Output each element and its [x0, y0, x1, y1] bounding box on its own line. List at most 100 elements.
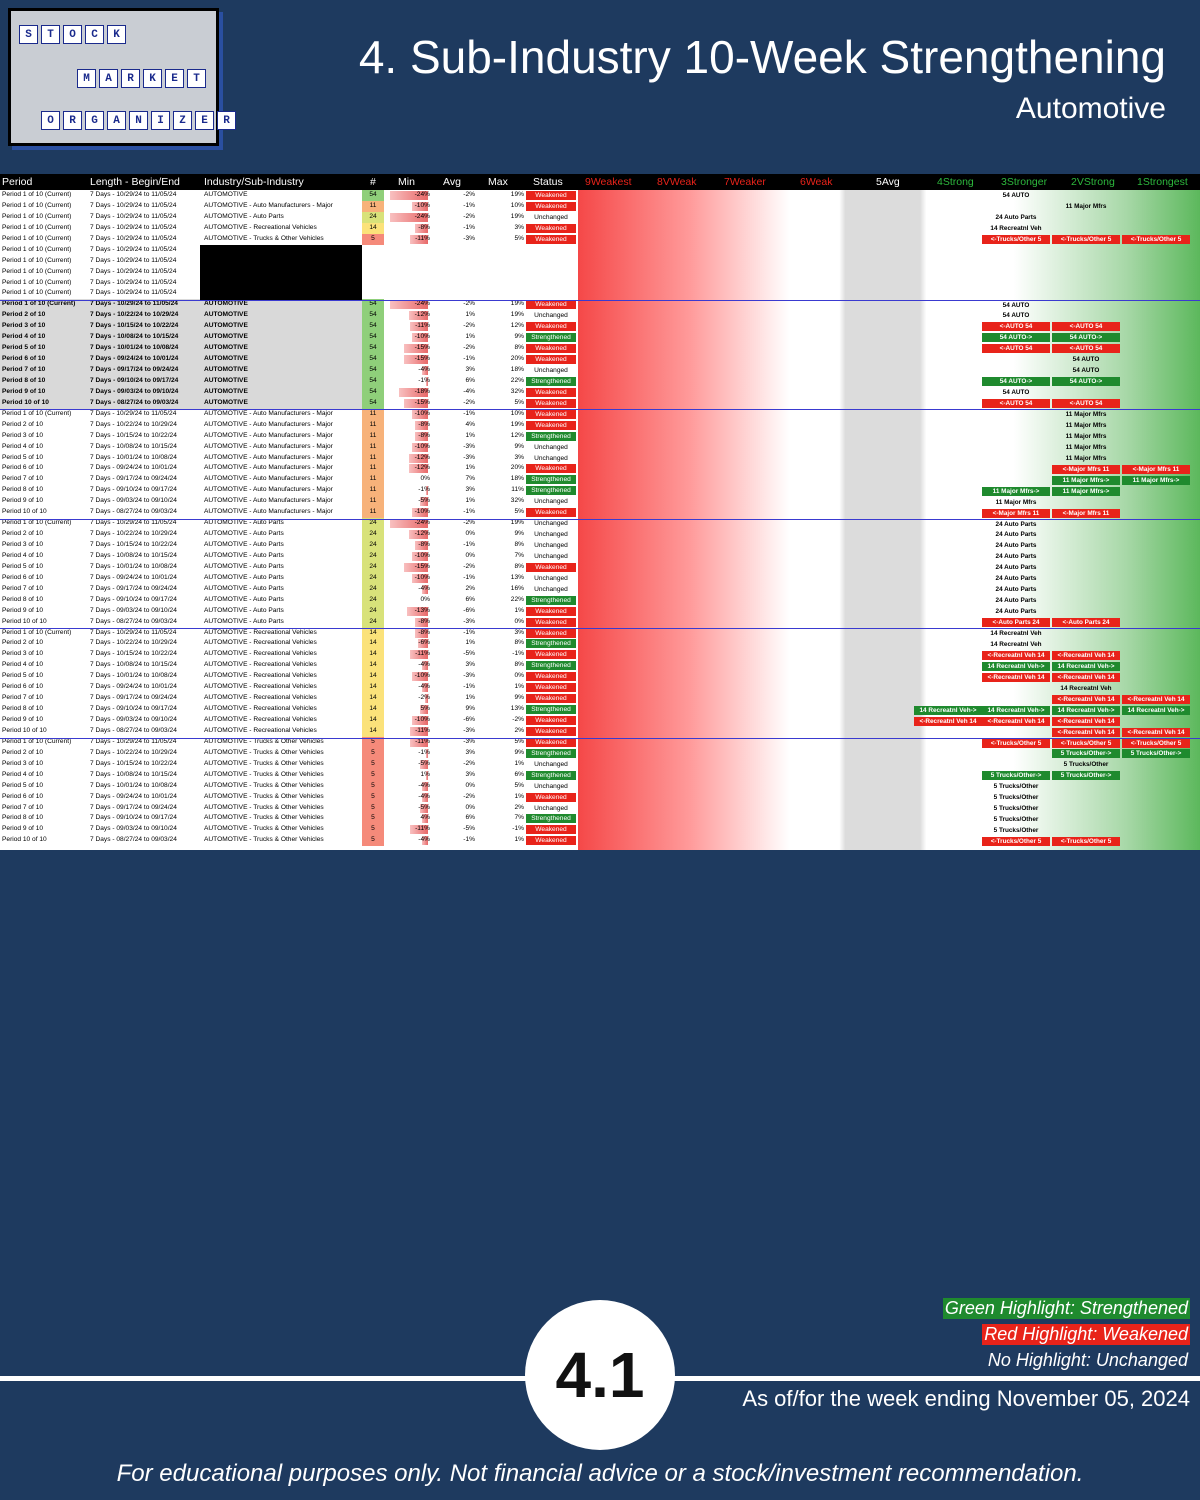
cell-ind: AUTOMOTIVE - Auto Parts	[204, 530, 284, 538]
cell-p: Period 9 of 10	[2, 716, 44, 723]
count-cell: 24	[362, 616, 384, 628]
cell-max: 7%	[514, 551, 524, 559]
cell-max: 8%	[514, 562, 524, 570]
cell-max: 19%	[510, 420, 524, 428]
stats-row: 24 -10% -1% 13% Unchanged	[362, 572, 578, 584]
cell-min: -15%	[414, 562, 430, 570]
cell-ind: AUTOMOTIVE - Trucks & Other Vehicles	[204, 770, 324, 778]
cell-p: Period 9 of 10	[2, 606, 44, 614]
legend-unchanged: No Highlight: Unchanged	[987, 1350, 1188, 1370]
stats-row: 14 -4% 3% 8% Strengthened	[362, 660, 578, 672]
cell-max: 22%	[510, 595, 524, 603]
strength-cell: 24 Auto Parts	[995, 520, 1037, 528]
status-badge: Weakened	[526, 683, 576, 693]
cell-avg: -3%	[463, 737, 475, 745]
cell-len: 7 Days - 10/29/24 to 11/05/24	[90, 267, 177, 275]
count-cell: 14	[362, 627, 384, 639]
group-separator	[0, 518, 1200, 520]
table-row: Period 5 of 10 7 Days - 10/01/24 to 10/08…	[0, 781, 362, 792]
strength-cell: 14 Recreatnl Veh->	[1052, 705, 1120, 715]
strength-cell: 24 Auto Parts	[995, 608, 1037, 616]
status-badge: Weakened	[526, 694, 576, 704]
min-bar	[415, 617, 428, 627]
cell-ind: AUTOMOTIVE	[204, 311, 248, 319]
cell-ind: AUTOMOTIVE - Auto Manufacturers - Major	[204, 497, 333, 505]
min-bar	[426, 376, 428, 386]
cell-ind: AUTOMOTIVE	[204, 322, 248, 330]
cell-avg: -1%	[463, 573, 475, 581]
cell-p: Period 1 of 10 (Current)	[2, 201, 72, 209]
cell-len: 7 Days - 08/27/24 to 09/03/24	[90, 617, 177, 625]
stats-row: 11 -10% -1% 5% Weakened	[362, 507, 578, 519]
status-badge: Weakened	[526, 628, 576, 638]
stats-row	[362, 255, 578, 267]
stats-row: 24 -8% -3% 0% Weakened	[362, 616, 578, 628]
cell-max: 19%	[510, 519, 524, 527]
cell-ind: AUTOMOTIVE - Recreational Vehicles	[204, 661, 317, 669]
logo-letter: A	[107, 111, 126, 130]
strength-cell: 14 Recreatnl Veh	[990, 224, 1042, 232]
stats-row: 54 -15% -2% 5% Weakened	[362, 397, 578, 409]
cell-avg: -6%	[463, 606, 475, 614]
stats-row: 11 0% 7% 18% Strengthened	[362, 474, 578, 486]
strength-cell: 11 Major Mfrs	[1065, 411, 1107, 418]
table-row: Period 1 of 10 (Current) 7 Days - 10/29/2…	[0, 190, 362, 201]
cell-min: -18%	[414, 387, 430, 395]
status-badge: Strengthened	[526, 770, 576, 780]
legend-strengthened: Green Highlight: Strengthened	[942, 1298, 1190, 1319]
cell-min: -11%	[415, 726, 430, 734]
cell-p: Period 1 of 10 (Current)	[2, 256, 72, 264]
cell-avg: -2%	[463, 562, 475, 570]
table-row: Period 5 of 10 7 Days - 10/01/24 to 10/08…	[0, 562, 362, 573]
cell-ind: AUTOMOTIVE - Trucks & Other Vehicles	[204, 836, 324, 844]
cell-min: -11%	[415, 650, 430, 658]
cell-min: -8%	[418, 617, 430, 625]
column-header: 5Avg	[876, 176, 900, 188]
cell-max: 8%	[514, 344, 524, 352]
cell-max: 3%	[514, 453, 524, 461]
strength-cell: 11 Major Mfrs	[1065, 454, 1107, 462]
logo-letter: R	[63, 111, 82, 130]
strength-cell: 14 Recreatnl Veh->	[914, 705, 982, 715]
stats-row: 5 -5% -2% 1% Unchanged	[362, 758, 578, 770]
strength-cell: 11 Major Mfrs->	[982, 486, 1050, 496]
min-bar	[408, 464, 428, 474]
cell-len: 7 Days - 10/22/24 to 10/29/24	[90, 311, 179, 319]
cell-avg: 6%	[465, 814, 475, 822]
cell-max: -2%	[512, 716, 524, 723]
cell-len: 7 Days - 10/29/24 to 11/05/24	[90, 245, 177, 253]
cell-p: Period 5 of 10	[2, 672, 44, 680]
stats-row: 54 -24% -2% 19% Weakened	[362, 299, 578, 311]
group-separator	[0, 737, 1200, 739]
cell-len: 7 Days - 09/10/24 to 09/17/24	[90, 486, 177, 494]
stats-row: 5 4% 6% 7% Strengthened	[362, 813, 578, 825]
cell-p: Period 5 of 10	[2, 781, 44, 789]
table-row: Period 7 of 10 7 Days - 09/17/24 to 09/24…	[0, 693, 362, 704]
cell-len: 7 Days - 09/03/24 to 09/10/24	[90, 606, 177, 614]
min-bar	[404, 562, 428, 572]
min-bar	[412, 551, 428, 561]
table-row: Period 5 of 10 7 Days - 10/01/24 to 10/08…	[0, 343, 362, 355]
strength-cell: <-AUTO 54	[982, 322, 1050, 332]
cell-avg: 6%	[465, 595, 475, 603]
cell-ind: AUTOMOTIVE	[204, 355, 248, 363]
cell-len: 7 Days - 09/17/24 to 09/24/24	[90, 584, 177, 592]
cell-min: 4%	[420, 814, 430, 822]
table-row: Period 6 of 10 7 Days - 09/24/24 to 10/01…	[0, 573, 362, 584]
cell-len: 7 Days - 10/15/24 to 10/22/24	[90, 759, 177, 767]
count-cell: 24	[362, 529, 384, 541]
cell-max: 1%	[514, 606, 524, 614]
table-row: Period 9 of 10 7 Days - 09/03/24 to 09/10…	[0, 386, 362, 398]
cell-avg: 3%	[465, 748, 475, 756]
status-badge: Unchanged	[534, 312, 568, 320]
cell-len: 7 Days - 10/01/24 to 10/08/24	[90, 781, 177, 789]
cell-p: Period 6 of 10	[2, 464, 44, 472]
cell-min: -5%	[418, 803, 430, 811]
cell-max: 16%	[510, 584, 524, 592]
count-cell: 5	[362, 802, 384, 814]
table-row: Period 9 of 10 7 Days - 09/03/24 to 09/10…	[0, 606, 362, 617]
count-cell: 14	[362, 704, 384, 716]
status-badge: Unchanged	[534, 585, 568, 593]
cell-ind: AUTOMOTIVE - Trucks & Other Vehicles	[204, 234, 324, 242]
